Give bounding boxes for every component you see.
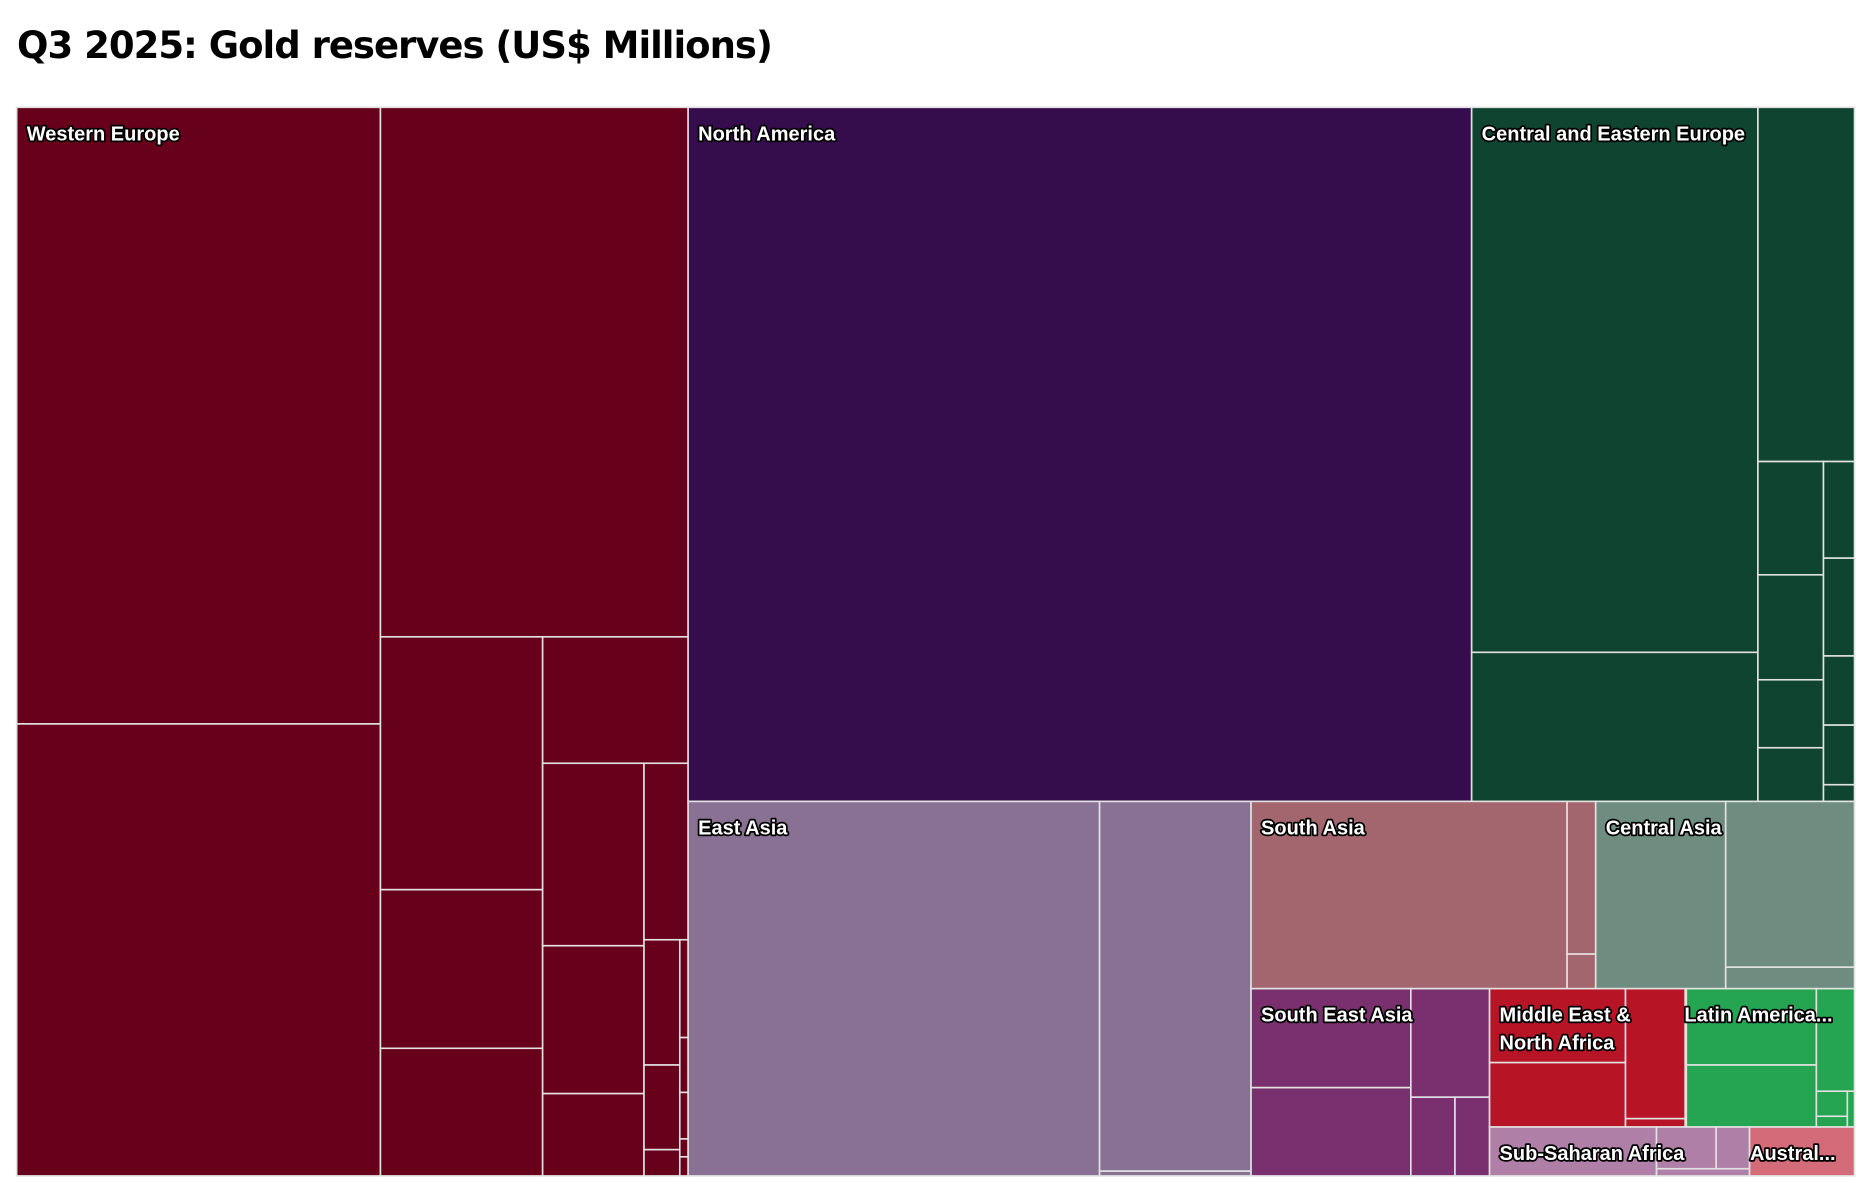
treemap-tile[interactable]: [1724, 966, 1856, 990]
region-label: Middle East & North Africa: [1500, 1005, 1631, 1055]
treemap-tile[interactable]: [1822, 557, 1856, 657]
treemap-tile[interactable]: [1822, 460, 1856, 559]
treemap-tile[interactable]: [1724, 800, 1856, 969]
treemap-tile[interactable]: [379, 106, 689, 638]
region-central-asia[interactable]: Central Asia: [1594, 800, 1856, 990]
region-label: South Asia: [1261, 817, 1366, 839]
treemap-tile[interactable]: [1748, 1126, 1856, 1177]
region-label: Latin America...: [1684, 1005, 1832, 1027]
treemap-tile[interactable]: [1410, 987, 1491, 1098]
region-south-asia[interactable]: South Asia: [1250, 800, 1597, 990]
treemap-tile[interactable]: [1594, 800, 1727, 990]
treemap-tile[interactable]: [678, 1156, 689, 1177]
treemap-tile[interactable]: [1624, 987, 1686, 1120]
treemap-tile[interactable]: [15, 106, 382, 725]
treemap-tile[interactable]: [643, 762, 689, 941]
treemap-tile[interactable]: [1822, 783, 1856, 803]
treemap-tile[interactable]: [541, 944, 645, 1095]
treemap-tile[interactable]: [379, 1047, 544, 1177]
treemap-tile[interactable]: [541, 1092, 645, 1177]
region-central-and-eastern-europe[interactable]: Central and Eastern Europe: [1470, 106, 1856, 803]
region-label: Sub-Saharan Africa: [1500, 1143, 1686, 1165]
treemap-tile[interactable]: [687, 800, 1101, 1177]
treemap-tile[interactable]: [1470, 651, 1759, 803]
region-label: South East Asia: [1261, 1005, 1413, 1027]
treemap-tile[interactable]: [643, 1064, 681, 1151]
region-north-america[interactable]: North America: [687, 106, 1473, 803]
treemap-tile[interactable]: [1250, 1086, 1412, 1177]
treemap-tile[interactable]: [1846, 1090, 1856, 1128]
treemap-tile[interactable]: [1098, 800, 1252, 1172]
treemap-tile[interactable]: [1250, 800, 1568, 990]
treemap-tile[interactable]: [1488, 1126, 1658, 1177]
treemap-tile[interactable]: [1655, 1167, 1751, 1177]
treemap-tile[interactable]: [1757, 460, 1825, 576]
treemap-tile[interactable]: [15, 723, 382, 1177]
region-label: Western Europe: [27, 123, 180, 145]
treemap-tile[interactable]: [541, 762, 645, 947]
treemap-tile[interactable]: [1488, 1061, 1627, 1128]
treemap-tile[interactable]: [1757, 106, 1856, 463]
treemap-tile[interactable]: [1655, 1126, 1717, 1170]
region-label: Central Asia: [1606, 817, 1723, 839]
treemap-tile[interactable]: [1566, 953, 1597, 990]
region-south-east-asia[interactable]: South East Asia: [1250, 987, 1491, 1177]
treemap-tile[interactable]: [678, 938, 689, 1039]
region-label: Central and Eastern Europe: [1482, 123, 1745, 145]
region-east-asia[interactable]: East Asia: [687, 800, 1252, 1177]
treemap-tile[interactable]: [379, 636, 544, 891]
treemap-tile[interactable]: [678, 1036, 689, 1094]
treemap-tile[interactable]: [1685, 987, 1818, 1066]
treemap-tile[interactable]: [643, 938, 681, 1066]
treemap-tile[interactable]: [1757, 678, 1825, 749]
treemap-tile[interactable]: [1098, 1170, 1252, 1177]
treemap-tile[interactable]: [1250, 987, 1412, 1089]
treemap-tile[interactable]: [1624, 1117, 1686, 1128]
treemap-tile[interactable]: [1822, 655, 1856, 726]
chart-title: Q3 2025: Gold reserves (US$ Millions): [17, 24, 773, 67]
treemap-tile[interactable]: [1488, 987, 1627, 1064]
region-austral[interactable]: Austral...: [1748, 1126, 1856, 1177]
treemap-tile[interactable]: [687, 106, 1473, 803]
treemap-tile[interactable]: [1454, 1096, 1491, 1177]
treemap-tile[interactable]: [1470, 106, 1759, 654]
treemap-tile[interactable]: [1757, 746, 1825, 803]
treemap-tile[interactable]: [1566, 800, 1597, 955]
treemap-tile[interactable]: [379, 888, 544, 1050]
treemap-tile[interactable]: [1757, 574, 1825, 681]
treemap-tile[interactable]: [1715, 1126, 1751, 1170]
region-latin-america[interactable]: Latin America...: [1683, 987, 1856, 1128]
region-label: East Asia: [698, 817, 788, 839]
treemap-tile[interactable]: [541, 636, 689, 765]
treemap-tile[interactable]: [678, 1091, 689, 1140]
region-western-europe[interactable]: Western Europe: [15, 106, 689, 1177]
treemap-tile[interactable]: [1815, 1090, 1849, 1118]
treemap-tile[interactable]: [643, 1148, 681, 1177]
region-label: Austral...: [1750, 1143, 1836, 1165]
region-sub-saharan-africa[interactable]: Sub-Saharan Africa: [1488, 1126, 1751, 1177]
treemap-tile[interactable]: [1410, 1096, 1456, 1177]
treemap-tile[interactable]: [1822, 724, 1856, 786]
region-middle-east-north-africa[interactable]: Middle East & North Africa: [1488, 987, 1686, 1128]
treemap-tile[interactable]: [1815, 1115, 1849, 1128]
region-label: North America: [698, 123, 836, 145]
treemap-tile[interactable]: [678, 1138, 689, 1158]
treemap-tile[interactable]: [1685, 1064, 1818, 1128]
